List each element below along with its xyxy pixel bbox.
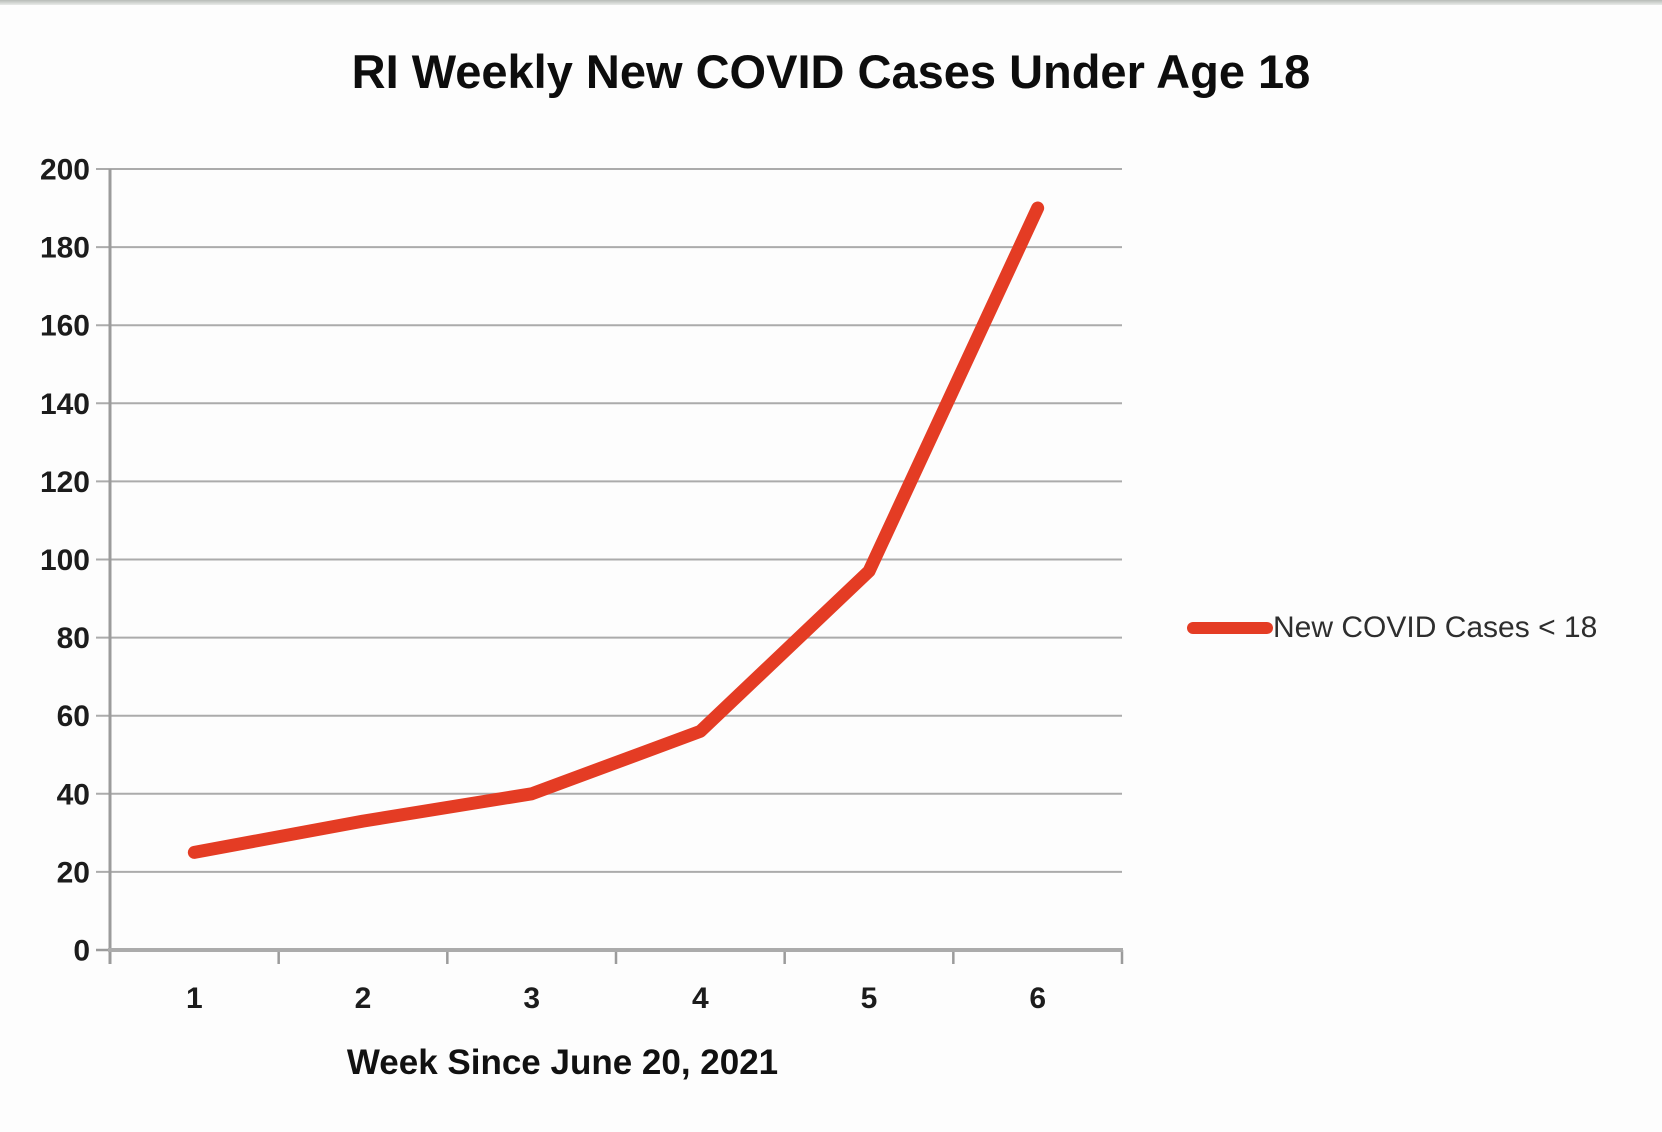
top-edge-divider (0, 0, 1662, 5)
x-axis-tick-label: 2 (355, 982, 372, 1015)
x-axis-tick-label: 6 (1029, 982, 1046, 1015)
x-axis-tick-label: 5 (861, 982, 878, 1015)
x-axis-tick-label: 3 (523, 982, 540, 1015)
y-axis-tick-label: 20 (57, 856, 90, 889)
y-axis-tick-label: 100 (40, 544, 90, 577)
x-axis-tick-label: 1 (186, 982, 203, 1015)
y-axis-tick-label: 120 (40, 466, 90, 499)
legend-line-marker (1187, 622, 1273, 634)
y-axis-tick-label: 200 (40, 154, 90, 187)
y-axis-tick-label: 0 (73, 935, 90, 968)
data-series-line (187, 201, 1045, 859)
y-axis-tick-label: 160 (40, 310, 90, 343)
y-axis-tick-label: 40 (57, 778, 90, 811)
x-axis-title: Week Since June 20, 2021 (346, 1043, 779, 1082)
x-axis-tick-label: 4 (692, 982, 709, 1015)
legend-label: New COVID Cases < 18 (1273, 611, 1598, 644)
y-axis-tick-label: 80 (57, 622, 90, 655)
y-axis-tick-label: 140 (40, 388, 90, 421)
legend: New COVID Cases < 18 (1187, 611, 1597, 645)
chart-title: RI Weekly New COVID Cases Under Age 18 (351, 45, 1311, 98)
y-axis-tick-label: 60 (57, 700, 90, 733)
y-axis-tick-label: 180 (40, 232, 90, 265)
